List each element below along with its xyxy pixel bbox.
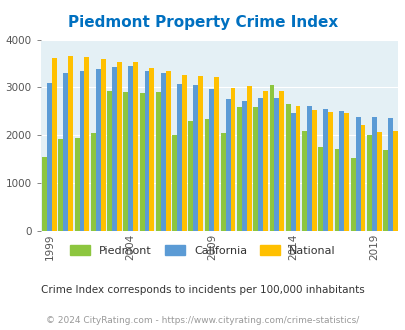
Bar [177,84,181,231]
Bar [343,113,348,231]
Bar [258,98,262,231]
Bar [246,85,251,231]
Text: Piedmont Property Crime Index: Piedmont Property Crime Index [68,15,337,30]
Bar [371,117,376,231]
Bar [149,68,154,231]
Text: © 2024 CityRating.com - https://www.cityrating.com/crime-statistics/: © 2024 CityRating.com - https://www.city… [46,315,359,325]
Bar [355,116,360,231]
Bar [350,158,355,231]
Bar [334,149,339,231]
Bar [387,118,392,231]
Bar [392,130,397,231]
Bar [230,88,235,231]
Bar [107,91,112,231]
Bar [160,73,165,231]
Bar [241,101,246,231]
Bar [262,91,267,231]
Bar [75,138,79,231]
Bar [133,62,138,231]
Bar [295,106,300,231]
Bar [91,133,96,231]
Bar [269,84,274,231]
Bar [382,150,387,231]
Bar [52,58,57,231]
Bar [84,57,89,231]
Bar [128,66,133,231]
Bar [156,92,160,231]
Bar [225,99,230,231]
Bar [376,132,381,231]
Bar [311,110,316,231]
Bar [339,111,343,231]
Bar [279,91,284,231]
Bar [327,112,332,231]
Text: Crime Index corresponds to incidents per 100,000 inhabitants: Crime Index corresponds to incidents per… [41,285,364,295]
Bar [204,118,209,231]
Bar [165,71,170,231]
Legend: Piedmont, California, National: Piedmont, California, National [66,241,339,260]
Bar [209,89,214,231]
Bar [198,77,202,231]
Bar [117,62,121,231]
Bar [322,109,327,231]
Bar [301,131,306,231]
Bar [318,147,322,231]
Bar [42,157,47,231]
Bar [79,71,84,231]
Bar [172,135,177,231]
Bar [253,107,258,231]
Bar [96,69,100,231]
Bar [214,77,219,231]
Bar [144,71,149,231]
Bar [68,56,73,231]
Bar [58,139,63,231]
Bar [123,92,128,231]
Bar [100,59,105,231]
Bar [47,83,52,231]
Bar [274,98,279,231]
Bar [139,93,144,231]
Bar [360,125,364,231]
Bar [181,75,186,231]
Bar [366,135,371,231]
Bar [63,73,68,231]
Bar [193,85,198,231]
Bar [237,107,241,231]
Bar [188,121,193,231]
Bar [220,133,225,231]
Bar [306,106,311,231]
Bar [112,67,117,231]
Bar [285,104,290,231]
Bar [290,113,295,231]
